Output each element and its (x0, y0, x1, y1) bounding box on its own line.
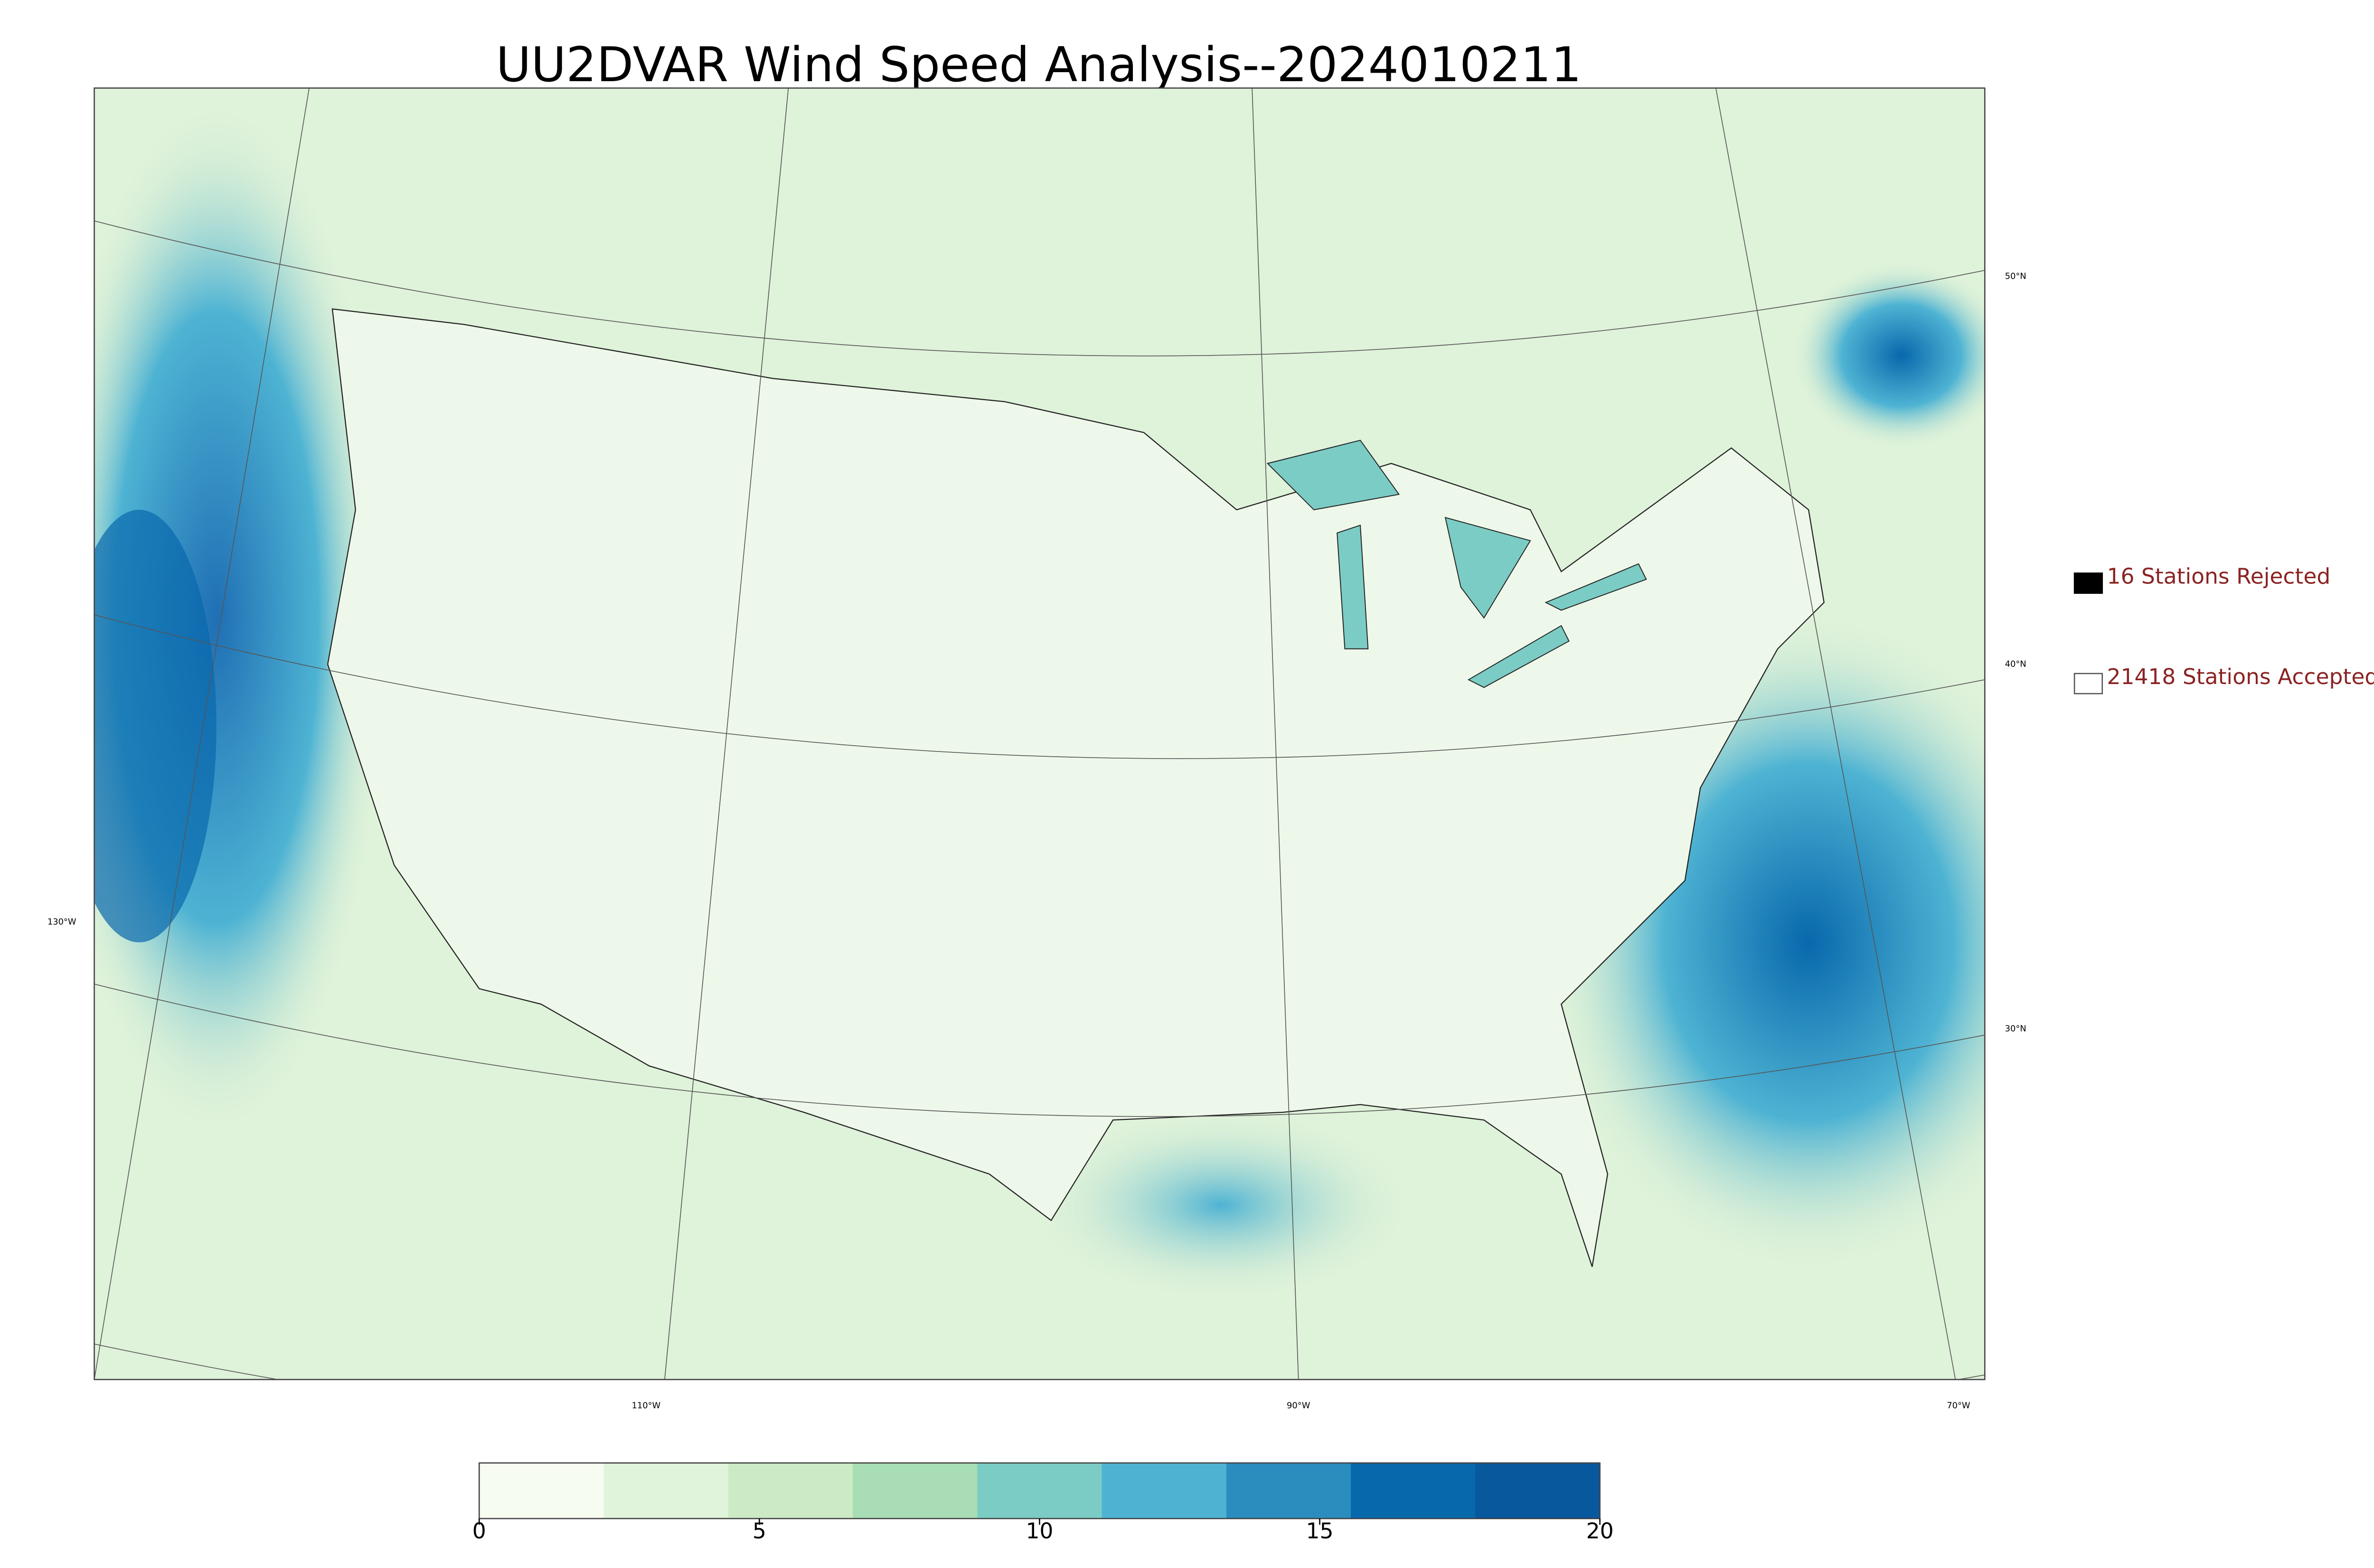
colorbar-tick-label: 20 (1586, 1519, 1614, 1544)
lat-label: 50°N (2005, 272, 2026, 282)
legend-label: 16 Stations Rejected (2107, 564, 2330, 589)
lon-label: 110°W (631, 1400, 660, 1410)
lat-label: 40°N (2005, 659, 2026, 669)
colorbar-step (1475, 1463, 1601, 1519)
lon-label: 130°W (47, 917, 76, 927)
wind-field (1036, 1112, 1407, 1298)
us-outline (327, 308, 1825, 1267)
graticule (94, 88, 1985, 1380)
map-frame (94, 87, 1986, 1380)
great-lakes (1266, 440, 1647, 688)
map-title: UU2DVAR Wind Speed Analysis--2024010211 (496, 37, 1582, 93)
colorbar-tick-label: 10 (1026, 1519, 1053, 1544)
legend-label: 21418 Stations Accepted (2107, 664, 2374, 689)
lon-label: 70°W (1947, 1400, 1970, 1410)
legend-swatch (2073, 573, 2103, 594)
colorbar-tick-label: 15 (1306, 1519, 1334, 1544)
legend-swatch (2073, 673, 2103, 695)
colorbar-tick-label: 0 (472, 1519, 486, 1544)
colorbar-step (603, 1463, 729, 1519)
lat-label: 30°N (2005, 1023, 2026, 1033)
colorbar-step (977, 1463, 1102, 1519)
colorbar-step (728, 1463, 854, 1519)
colorbar-step (853, 1463, 978, 1519)
colorbar-tick-label: 5 (753, 1519, 766, 1544)
map-area (94, 88, 1985, 1380)
colorbar-step (479, 1463, 604, 1519)
wind-field (1793, 263, 1985, 448)
lon-label: 90°W (1287, 1400, 1310, 1410)
colorbar-step (1102, 1463, 1227, 1519)
wind-field (94, 510, 217, 942)
colorbar-step (1351, 1463, 1476, 1519)
colorbar-step (1226, 1463, 1352, 1519)
